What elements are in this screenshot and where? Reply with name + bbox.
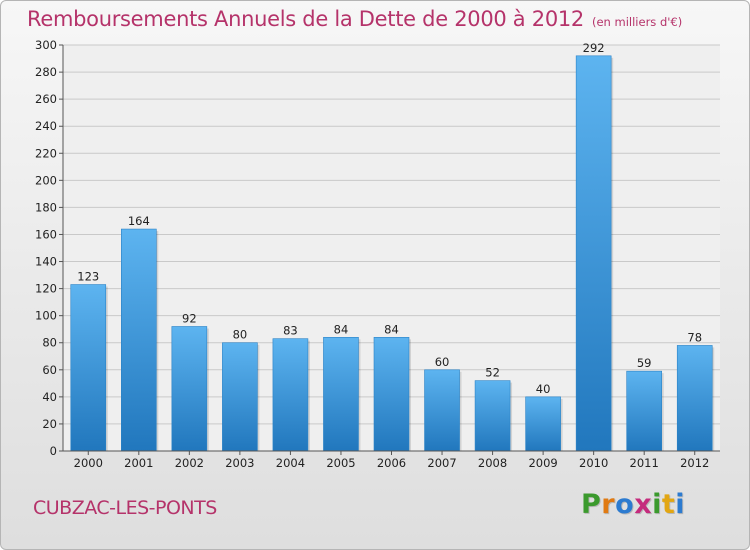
y-tick-label: 220 <box>35 146 57 160</box>
logo-letter: i <box>675 489 686 520</box>
y-tick-label: 140 <box>35 255 57 269</box>
x-tick-label: 2012 <box>680 456 709 470</box>
x-tick-label: 2010 <box>579 456 608 470</box>
bar <box>323 337 359 452</box>
x-tick-label: 2001 <box>124 456 153 470</box>
logo-letter: x <box>634 489 653 520</box>
bar <box>525 396 561 452</box>
logo-letter: o <box>615 489 635 520</box>
data-label: 123 <box>77 270 99 284</box>
data-label: 80 <box>233 328 248 342</box>
bar <box>474 380 511 452</box>
y-tick-label: 240 <box>35 119 57 133</box>
y-tick-label: 60 <box>42 363 57 377</box>
y-tick-label: 120 <box>35 282 57 296</box>
x-tick-label: 2008 <box>478 456 507 470</box>
data-label: 292 <box>583 41 605 55</box>
x-tick-label: 2009 <box>528 456 557 470</box>
x-tick-label: 2000 <box>74 456 103 470</box>
x-tick-label: 2011 <box>630 456 659 470</box>
data-label: 84 <box>334 322 349 336</box>
bars: 123 164 92 80 83 84 84 60 52 40 292 59 78 <box>70 41 715 452</box>
x-tick-label: 2007 <box>427 456 456 470</box>
data-label: 40 <box>536 382 551 396</box>
x-tick-label: 2003 <box>225 456 254 470</box>
chart-title: Remboursements Annuels de la Dette de 20… <box>27 7 682 31</box>
bar <box>676 345 713 452</box>
data-label: 83 <box>283 324 298 338</box>
bar <box>373 337 410 452</box>
bar <box>626 370 662 452</box>
data-label: 60 <box>435 355 450 369</box>
chart-title-text: Remboursements Annuels de la Dette de 20… <box>27 7 584 31</box>
x-tick-label: 2006 <box>377 456 406 470</box>
y-tick-label: 40 <box>42 390 57 404</box>
y-tick-label: 260 <box>35 92 57 106</box>
x-tick-label: 2005 <box>326 456 355 470</box>
data-label: 84 <box>384 322 399 336</box>
bar <box>70 284 107 452</box>
data-label: 52 <box>485 366 500 380</box>
chart-subtitle: (en milliers d'€) <box>592 15 683 29</box>
data-label: 164 <box>128 214 150 228</box>
y-tick-label: 280 <box>35 65 57 79</box>
y-tick-label: 80 <box>42 336 57 350</box>
y-tick-label: 100 <box>35 309 57 323</box>
axes: 0 20 40 60 80 100 120 140 160 180 200 220 240 260 280 3… <box>35 38 720 470</box>
logo-letter: r <box>601 489 616 520</box>
bar <box>424 369 460 452</box>
logo-letter: P <box>581 489 602 520</box>
bar <box>121 228 157 452</box>
data-label: 78 <box>687 330 702 344</box>
bar <box>575 55 612 452</box>
y-tick-label: 180 <box>35 200 57 214</box>
bar <box>222 342 258 452</box>
bar <box>171 326 208 452</box>
y-tick-label: 20 <box>42 417 57 431</box>
proxiti-logo: Proxiti <box>581 489 685 520</box>
city-name: CUBZAC-LES-PONTS <box>33 497 217 519</box>
y-tick-label: 0 <box>50 444 57 458</box>
logo-letter: i <box>652 489 662 520</box>
y-tick-label: 200 <box>35 173 57 187</box>
y-tick-label: 160 <box>35 227 57 241</box>
data-label: 59 <box>637 356 652 370</box>
data-label: 92 <box>182 311 197 325</box>
y-tick-label: 300 <box>35 38 57 52</box>
logo-letter: t <box>661 489 676 520</box>
bar <box>272 338 309 452</box>
x-tick-label: 2002 <box>175 456 204 470</box>
x-tick-label: 2004 <box>276 456 305 470</box>
